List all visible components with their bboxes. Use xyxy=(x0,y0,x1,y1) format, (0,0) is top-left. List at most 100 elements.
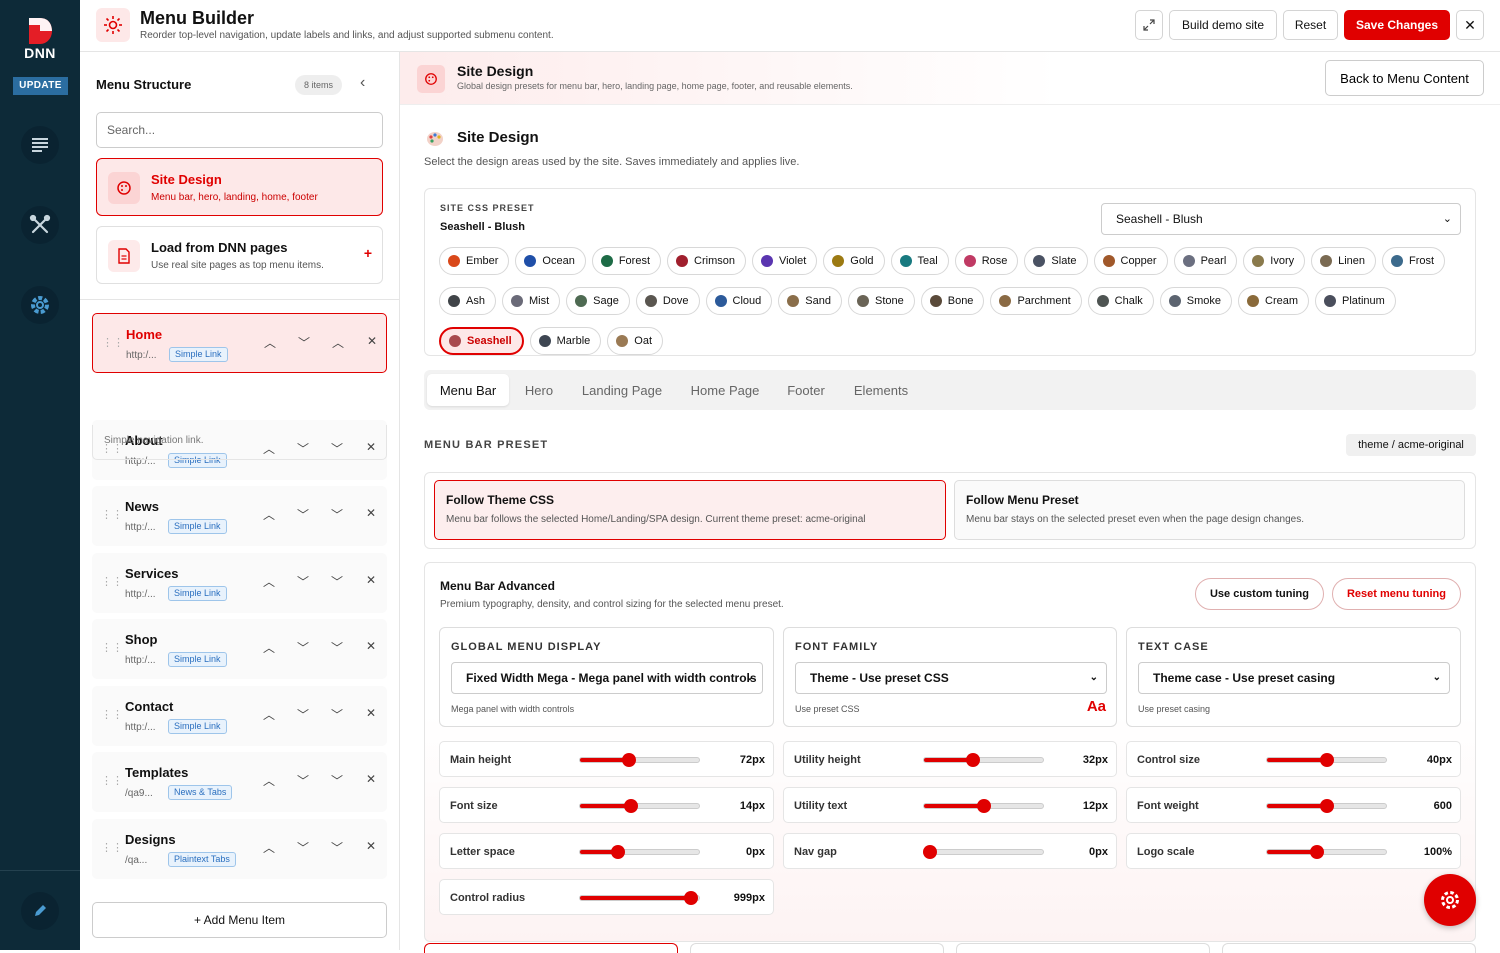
tab-home-page[interactable]: Home Page xyxy=(690,382,760,398)
delete-icon[interactable]: ✕ xyxy=(366,334,378,348)
follow-menu-preset-option[interactable]: Follow Menu Preset Menu bar stays on the… xyxy=(954,480,1465,540)
reset-button[interactable]: Reset xyxy=(1283,10,1338,40)
preset-chip-teal[interactable]: Teal xyxy=(890,247,949,275)
indent-icon[interactable]: ︿ xyxy=(331,336,344,350)
text-case-select[interactable]: Theme case - Use preset casing ⌄ xyxy=(1138,662,1450,694)
menu-item[interactable]: ⋮⋮ Services http:/... Simple Link ︿ ﹀ ﹀ ✕ xyxy=(92,553,387,613)
preset-chip-frost[interactable]: Frost xyxy=(1382,247,1446,275)
tab-landing-page[interactable]: Landing Page xyxy=(581,382,663,398)
chevron-down-icon[interactable]: ﹀ xyxy=(296,841,309,855)
slider-track[interactable] xyxy=(1266,799,1387,813)
update-badge[interactable]: UPDATE xyxy=(13,77,68,95)
move-up-icon[interactable]: ︿ xyxy=(263,336,276,350)
slider-thumb[interactable] xyxy=(683,891,698,905)
site-design-card[interactable]: Site Design Menu bar, hero, landing, hom… xyxy=(96,158,383,216)
menu-item[interactable]: ⋮⋮ News http:/... Simple Link ︿ ﹀ ﹀ ✕ xyxy=(92,486,387,546)
chevron-down-icon[interactable]: ﹀ xyxy=(296,641,309,655)
preset-chip-cream[interactable]: Cream xyxy=(1238,287,1310,315)
preset-chip-platinum[interactable]: Platinum xyxy=(1315,287,1396,315)
preset-chip-violet[interactable]: Violet xyxy=(751,247,818,275)
tab-elements[interactable]: Elements xyxy=(853,382,909,398)
slider-thumb[interactable] xyxy=(624,799,639,813)
indent-icon[interactable]: ﹀ xyxy=(330,508,343,522)
preset-chip-stone[interactable]: Stone xyxy=(847,287,915,315)
slider-thumb[interactable] xyxy=(965,753,980,767)
rail-tools-button[interactable] xyxy=(21,206,59,244)
chevron-down-icon[interactable]: ﹀ xyxy=(297,336,310,350)
preset-chip-rose[interactable]: Rose xyxy=(954,247,1019,275)
rail-edit-button[interactable] xyxy=(21,892,59,930)
menu-item[interactable]: ⋮⋮ About http:/... Simple Link ︿ ﹀ ﹀ ✕ xyxy=(92,420,387,480)
indent-icon[interactable]: ﹀ xyxy=(330,442,343,456)
move-up-icon[interactable]: ︿ xyxy=(262,841,275,855)
delete-icon[interactable]: ✕ xyxy=(365,573,377,587)
delete-icon[interactable]: ✕ xyxy=(365,772,377,786)
preset-chip-seashell[interactable]: Seashell xyxy=(439,327,524,355)
drag-handle-icon[interactable]: ⋮⋮ xyxy=(101,842,123,854)
floating-settings-button[interactable] xyxy=(1424,874,1476,926)
slider-thumb[interactable] xyxy=(1319,753,1334,767)
chevron-down-icon[interactable]: ﹀ xyxy=(296,508,309,522)
global-menu-display-select[interactable]: Fixed Width Mega - Mega panel with width… xyxy=(451,662,763,694)
drag-handle-icon[interactable]: ⋮⋮ xyxy=(101,443,123,455)
slider-track[interactable] xyxy=(579,753,700,767)
slider-track[interactable] xyxy=(1266,845,1387,859)
slider-track[interactable] xyxy=(579,891,700,905)
preset-chip-parchment[interactable]: Parchment xyxy=(990,287,1082,315)
preset-chip-chalk[interactable]: Chalk xyxy=(1087,287,1154,315)
move-up-icon[interactable]: ︿ xyxy=(262,774,275,788)
move-up-icon[interactable]: ︿ xyxy=(262,708,275,722)
move-up-icon[interactable]: ︿ xyxy=(262,575,275,589)
chevron-down-icon[interactable]: ﹀ xyxy=(296,442,309,456)
indent-icon[interactable]: ﹀ xyxy=(330,774,343,788)
collapse-sidebar-button[interactable]: ‹ xyxy=(360,74,365,92)
slider-track[interactable] xyxy=(1266,753,1387,767)
tab-footer[interactable]: Footer xyxy=(787,382,825,398)
move-up-icon[interactable]: ︿ xyxy=(262,442,275,456)
preset-chip-forest[interactable]: Forest xyxy=(591,247,662,275)
delete-icon[interactable]: ✕ xyxy=(365,440,377,454)
font-family-select[interactable]: Theme - Use preset CSS ⌄ xyxy=(795,662,1107,694)
preset-chip-ocean[interactable]: Ocean xyxy=(515,247,586,275)
delete-icon[interactable]: ✕ xyxy=(365,506,377,520)
delete-icon[interactable]: ✕ xyxy=(365,706,377,720)
chevron-down-icon[interactable]: ﹀ xyxy=(296,575,309,589)
slider-thumb[interactable] xyxy=(1319,799,1334,813)
drag-handle-icon[interactable]: ⋮⋮ xyxy=(102,337,124,349)
slider-thumb[interactable] xyxy=(922,845,937,859)
use-custom-tuning-button[interactable]: Use custom tuning xyxy=(1195,578,1324,610)
preset-chip-sage[interactable]: Sage xyxy=(566,287,630,315)
save-changes-button[interactable]: Save Changes xyxy=(1344,10,1450,40)
expand-button[interactable] xyxy=(1135,10,1163,40)
preset-chip-ember[interactable]: Ember xyxy=(439,247,510,275)
slider-thumb[interactable] xyxy=(621,753,636,767)
add-menu-item-button[interactable]: + Add Menu Item xyxy=(92,902,387,938)
preset-chip-cloud[interactable]: Cloud xyxy=(705,287,773,315)
chevron-down-icon[interactable]: ﹀ xyxy=(296,774,309,788)
tab-hero[interactable]: Hero xyxy=(524,382,554,398)
preset-chip-sand[interactable]: Sand xyxy=(778,287,842,315)
drag-handle-icon[interactable]: ⋮⋮ xyxy=(101,709,123,721)
drag-handle-icon[interactable]: ⋮⋮ xyxy=(101,509,123,521)
indent-icon[interactable]: ﹀ xyxy=(330,841,343,855)
load-dnn-pages-card[interactable]: Load from DNN pages Use real site pages … xyxy=(96,226,383,284)
preset-chip-bone[interactable]: Bone xyxy=(920,287,985,315)
indent-icon[interactable]: ﹀ xyxy=(330,575,343,589)
slider-thumb[interactable] xyxy=(976,799,991,813)
build-demo-button[interactable]: Build demo site xyxy=(1169,10,1277,40)
slider-track[interactable] xyxy=(922,845,1044,859)
preset-chip-copper[interactable]: Copper xyxy=(1093,247,1168,275)
indent-icon[interactable]: ﹀ xyxy=(330,708,343,722)
move-up-icon[interactable]: ︿ xyxy=(262,641,275,655)
delete-icon[interactable]: ✕ xyxy=(365,639,377,653)
preset-chip-crimson[interactable]: Crimson xyxy=(667,247,746,275)
move-up-icon[interactable]: ︿ xyxy=(262,508,275,522)
follow-theme-css-option[interactable]: Follow Theme CSS Menu bar follows the se… xyxy=(434,480,946,540)
preset-chip-linen[interactable]: Linen xyxy=(1311,247,1377,275)
menu-item[interactable]: ⋮⋮ Contact http:/... Simple Link ︿ ﹀ ﹀ ✕ xyxy=(92,686,387,746)
back-to-menu-content-button[interactable]: Back to Menu Content xyxy=(1325,60,1484,96)
slider-thumb[interactable] xyxy=(611,845,626,859)
preset-chip-marble[interactable]: Marble xyxy=(529,327,602,355)
preset-chip-oat[interactable]: Oat xyxy=(607,327,663,355)
drag-handle-icon[interactable]: ⋮⋮ xyxy=(101,775,123,787)
